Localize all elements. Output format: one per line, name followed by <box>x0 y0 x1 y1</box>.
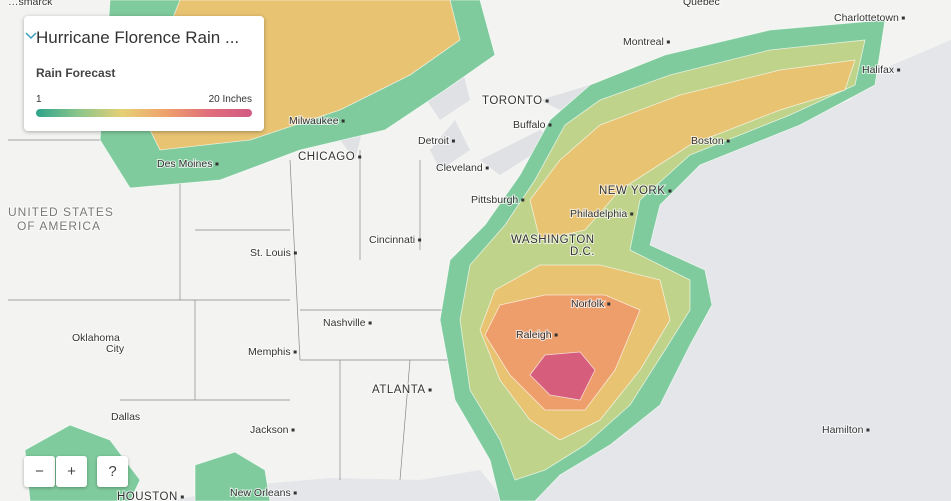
place-dot <box>545 99 549 103</box>
place-label: Charlottetown <box>834 12 899 24</box>
place-dot <box>293 491 297 495</box>
legend-panel: Hurricane Florence Rain ... Rain Forecas… <box>24 16 264 131</box>
place-label: Cleveland <box>436 162 483 174</box>
place-dot <box>293 350 297 354</box>
place-label: TORONTO <box>482 95 543 107</box>
color-scale <box>36 109 252 117</box>
place-label: Des Moines <box>157 158 212 170</box>
place-label: Boston <box>691 135 724 147</box>
place-label: St. Louis <box>250 247 291 259</box>
place-label: Dallas <box>111 411 140 423</box>
zoom-in-button[interactable]: + <box>56 456 87 487</box>
place-dot <box>451 139 455 143</box>
place-dot <box>180 495 184 499</box>
place-label: UNITED STATES <box>8 205 114 219</box>
place-dot <box>521 198 525 202</box>
place-dot <box>726 139 730 143</box>
place-dot <box>341 119 345 123</box>
place-label: Detroit <box>418 135 449 147</box>
place-label: WASHINGTON <box>511 234 595 246</box>
place-label: City <box>106 343 125 355</box>
place-dot <box>630 212 634 216</box>
place-dot <box>291 428 295 432</box>
place-label: ATLANTA <box>372 384 426 396</box>
place-dot <box>215 162 219 166</box>
dropdown-chevron[interactable] <box>24 28 38 42</box>
place-label: Cincinnati <box>369 234 415 246</box>
place-label: Philadelphia <box>570 208 627 220</box>
place-label: Norfolk <box>571 298 605 310</box>
place-dot <box>548 123 552 127</box>
place-label: Québec <box>683 0 720 8</box>
place-dot <box>607 302 611 306</box>
place-label: HOUSTON <box>117 491 178 501</box>
place-label: Nashville <box>323 317 366 329</box>
place-label: Montreal <box>623 36 664 48</box>
scale-max-label: 20 Inches <box>208 94 252 105</box>
scale-min-label: 1 <box>36 94 42 105</box>
place-dot <box>901 16 905 20</box>
place-dot <box>428 388 432 392</box>
place-dot <box>293 251 297 255</box>
place-dot <box>485 166 489 170</box>
place-label: Pittsburgh <box>471 194 518 206</box>
place-dot <box>418 238 422 242</box>
place-label: Jackson <box>250 424 289 436</box>
rain-band <box>484 294 641 411</box>
place-dot <box>368 321 372 325</box>
place-label: Milwaukee <box>289 115 339 127</box>
place-dot <box>866 428 870 432</box>
place-labels: …smarck Québec Charlottetown Montreal Halifa… <box>7 0 905 501</box>
place-label: NEW YORK <box>599 185 665 197</box>
place-label: Memphis <box>248 346 291 358</box>
place-label: OF AMERICA <box>17 219 101 233</box>
place-label: Hamilton <box>822 424 864 436</box>
place-label: Oklahoma <box>72 332 120 344</box>
place-label: …smarck <box>8 0 53 8</box>
place-label: D.C. <box>570 246 595 258</box>
place-label: Buffalo <box>513 119 546 131</box>
place-dot <box>554 333 558 337</box>
place-label: New Orleans <box>230 487 291 499</box>
zoom-out-button[interactable]: − <box>24 456 55 487</box>
place-dot <box>897 68 901 72</box>
place-dot <box>668 189 672 193</box>
place-label: Raleigh <box>516 329 552 341</box>
place-dot <box>358 155 362 159</box>
place-label: Halifax <box>862 64 895 76</box>
place-label: CHICAGO <box>298 151 355 163</box>
help-button[interactable]: ? <box>97 456 128 487</box>
place-dot <box>666 40 670 44</box>
rain-band <box>529 351 596 401</box>
legend-title: Rain Forecast <box>36 66 116 80</box>
map-title-dropdown[interactable]: Hurricane Florence Rain ... <box>36 28 240 47</box>
